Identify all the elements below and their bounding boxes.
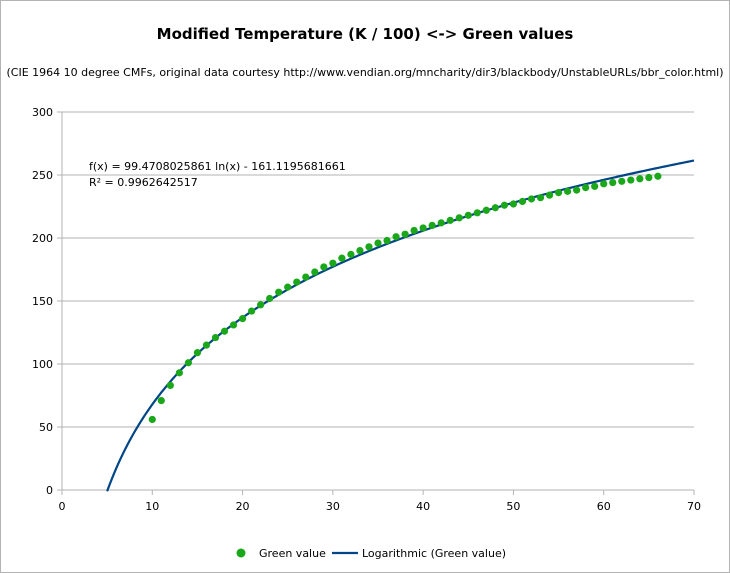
data-point xyxy=(410,226,418,235)
data-point xyxy=(148,415,156,424)
data-point xyxy=(356,247,364,255)
data-point xyxy=(609,178,617,187)
y-tick-label: 0 xyxy=(46,484,53,497)
x-tick-label: 50 xyxy=(506,500,520,513)
data-point xyxy=(428,221,436,229)
legend-marker-green-value xyxy=(236,548,246,558)
data-point xyxy=(591,182,599,190)
data-point xyxy=(329,259,337,267)
data-point xyxy=(627,176,635,184)
data-point xyxy=(437,219,445,227)
data-point xyxy=(419,224,427,232)
data-point xyxy=(202,341,211,349)
data-point-layer xyxy=(148,172,662,424)
data-point xyxy=(248,307,256,315)
data-point xyxy=(636,175,644,183)
y-tick-label: 50 xyxy=(39,421,53,434)
data-point xyxy=(275,288,283,296)
data-point xyxy=(257,301,265,309)
trendline-layer xyxy=(106,159,695,492)
data-point xyxy=(311,268,319,276)
y-tick-label: 200 xyxy=(32,232,53,245)
data-point xyxy=(238,315,247,323)
x-tick-label: 30 xyxy=(326,500,340,513)
data-point xyxy=(166,381,174,390)
y-tick-label: 100 xyxy=(32,358,53,371)
data-point xyxy=(482,206,490,214)
data-point xyxy=(347,250,355,258)
data-point xyxy=(500,201,508,209)
data-point xyxy=(518,197,527,206)
data-point xyxy=(509,200,518,208)
legend-label-logarithmic: Logarithmic (Green value) xyxy=(362,547,506,560)
x-tick-label: 0 xyxy=(59,500,66,513)
data-point xyxy=(365,243,373,251)
data-point xyxy=(446,216,454,224)
x-tick-label: 60 xyxy=(597,500,611,513)
data-point xyxy=(392,233,400,241)
data-point xyxy=(383,236,391,245)
data-point xyxy=(266,294,274,303)
x-tick-label: 40 xyxy=(416,500,430,513)
data-point xyxy=(220,327,229,335)
data-point xyxy=(545,191,554,199)
data-point xyxy=(338,254,346,262)
data-point xyxy=(302,273,310,281)
trendline-equation: f(x) = 99.4708025861 ln(x) - 161.1195681… xyxy=(89,160,346,173)
data-point xyxy=(284,283,292,291)
data-point xyxy=(654,172,662,180)
data-point xyxy=(175,369,183,377)
data-point xyxy=(536,194,545,202)
data-point xyxy=(491,204,499,212)
chart-title: Modified Temperature (K / 100) <-> Green… xyxy=(157,25,574,43)
chart-subtitle: (CIE 1964 10 degree CMFs, original data … xyxy=(6,66,723,79)
y-tick-label: 250 xyxy=(32,169,53,182)
x-tick-label: 70 xyxy=(687,500,701,513)
data-point xyxy=(582,184,590,192)
data-point xyxy=(600,180,608,188)
data-point xyxy=(464,211,472,219)
data-point xyxy=(293,278,301,286)
legend-label-green-value: Green value xyxy=(259,547,326,560)
tick-label-layer: 0 50 100 150 200 250 300 0 10 20 30 40 50 60 70 xyxy=(32,106,701,513)
data-point xyxy=(401,230,409,238)
data-point xyxy=(618,177,626,185)
logarithmic-trendline xyxy=(106,159,695,492)
trendline-r-squared: R² = 0.9962642517 xyxy=(89,176,198,189)
data-point xyxy=(157,396,165,405)
data-point xyxy=(374,239,382,247)
data-point xyxy=(473,209,481,217)
legend: Green value Logarithmic (Green value) xyxy=(236,547,506,560)
data-point xyxy=(193,349,202,357)
x-tick-label: 20 xyxy=(236,500,250,513)
data-point xyxy=(184,359,192,367)
grid-layer xyxy=(62,111,694,428)
x-tick-label: 10 xyxy=(145,500,159,513)
data-point xyxy=(554,189,563,197)
data-point xyxy=(573,186,581,194)
data-point xyxy=(527,195,536,203)
y-tick-label: 300 xyxy=(32,106,53,119)
data-point xyxy=(645,173,653,182)
data-point xyxy=(229,321,238,329)
data-point xyxy=(320,263,328,271)
data-point xyxy=(211,333,220,342)
axis-layer xyxy=(57,111,695,495)
data-point xyxy=(455,214,463,222)
y-tick-label: 150 xyxy=(32,295,53,308)
data-point xyxy=(564,187,572,195)
